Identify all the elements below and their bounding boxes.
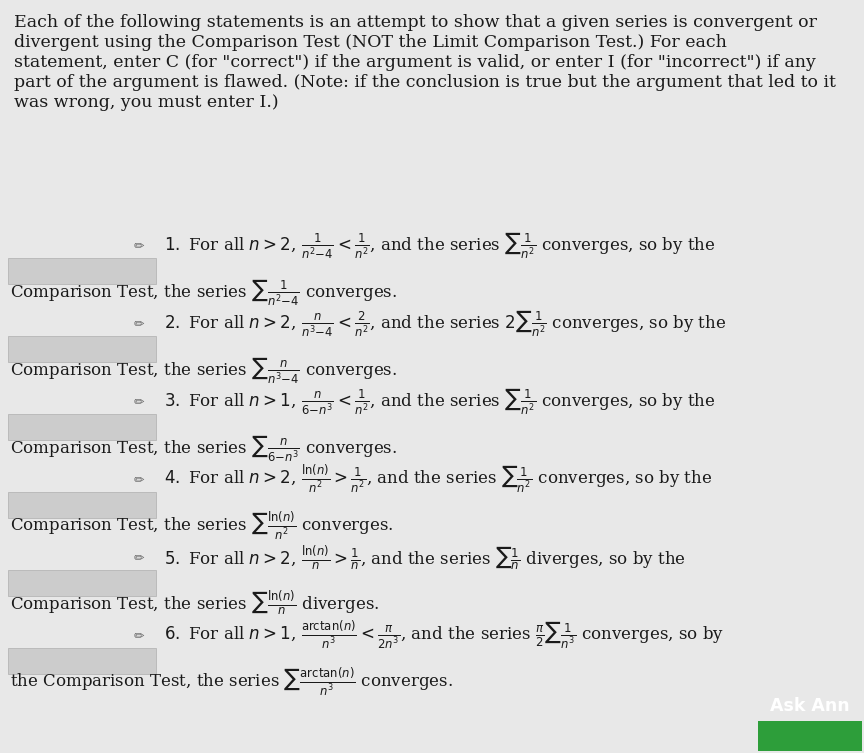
Text: ✏: ✏ [134,553,144,566]
Text: Comparison Test, the series $\sum\frac{n}{n^3{-}4}$ converges.: Comparison Test, the series $\sum\frac{n… [10,355,397,386]
Text: statement, enter C (for "correct") if the argument is valid, or enter I (for "in: statement, enter C (for "correct") if th… [14,54,816,71]
Text: Ask Ann: Ask Ann [770,697,850,715]
Text: $1.$ For all $n>2$, $\frac{1}{n^2{-}4}<\frac{1}{n^2}$, and the series $\sum\frac: $1.$ For all $n>2$, $\frac{1}{n^2{-}4}<\… [164,230,715,261]
Text: ✏: ✏ [134,474,144,487]
Text: ✏: ✏ [134,319,144,331]
Text: the Comparison Test, the series $\sum\frac{\arctan(n)}{n^3}$ converges.: the Comparison Test, the series $\sum\fr… [10,667,453,699]
Text: was wrong, you must enter I.): was wrong, you must enter I.) [14,94,278,111]
Text: Comparison Test, the series $\sum\frac{1}{n^2{-}4}$ converges.: Comparison Test, the series $\sum\frac{1… [10,277,397,308]
Text: Comparison Test, the series $\sum\frac{\ln(n)}{n^2}$ converges.: Comparison Test, the series $\sum\frac{\… [10,511,394,543]
Text: $6.$ For all $n>1$, $\frac{\arctan(n)}{n^3}<\frac{\pi}{2n^3}$, and the series $\: $6.$ For all $n>1$, $\frac{\arctan(n)}{n… [164,620,724,652]
Text: Comparison Test, the series $\sum\frac{\ln(n)}{n}$ diverges.: Comparison Test, the series $\sum\frac{\… [10,589,379,617]
Text: part of the argument is flawed. (Note: if the conclusion is true but the argumen: part of the argument is flawed. (Note: i… [14,74,835,91]
Text: divergent using the Comparison Test (NOT the Limit Comparison Test.) For each: divergent using the Comparison Test (NOT… [14,34,727,51]
Text: Each of the following statements is an attempt to show that a given series is co: Each of the following statements is an a… [14,14,817,31]
Text: $2.$ For all $n>2$, $\frac{n}{n^3{-}4}<\frac{2}{n^2}$, and the series $2\sum\fra: $2.$ For all $n>2$, $\frac{n}{n^3{-}4}<\… [164,309,727,340]
Text: Comparison Test, the series $\sum\frac{n}{6{-}n^3}$ converges.: Comparison Test, the series $\sum\frac{n… [10,433,397,464]
Text: ✏: ✏ [134,240,144,254]
Text: $3.$ For all $n>1$, $\frac{n}{6{-}n^3}<\frac{1}{n^2}$, and the series $\sum\frac: $3.$ For all $n>1$, $\frac{n}{6{-}n^3}<\… [164,386,715,417]
Text: $4.$ For all $n>2$, $\frac{\ln(n)}{n^2}>\frac{1}{n^2}$, and the series $\sum\fra: $4.$ For all $n>2$, $\frac{\ln(n)}{n^2}>… [164,464,712,496]
Text: ✏: ✏ [134,397,144,410]
Text: ✏: ✏ [134,630,144,644]
Text: $5.$ For all $n>2$, $\frac{\ln(n)}{n}>\frac{1}{n}$, and the series $\sum\frac{1}: $5.$ For all $n>2$, $\frac{\ln(n)}{n}>\f… [164,544,686,572]
